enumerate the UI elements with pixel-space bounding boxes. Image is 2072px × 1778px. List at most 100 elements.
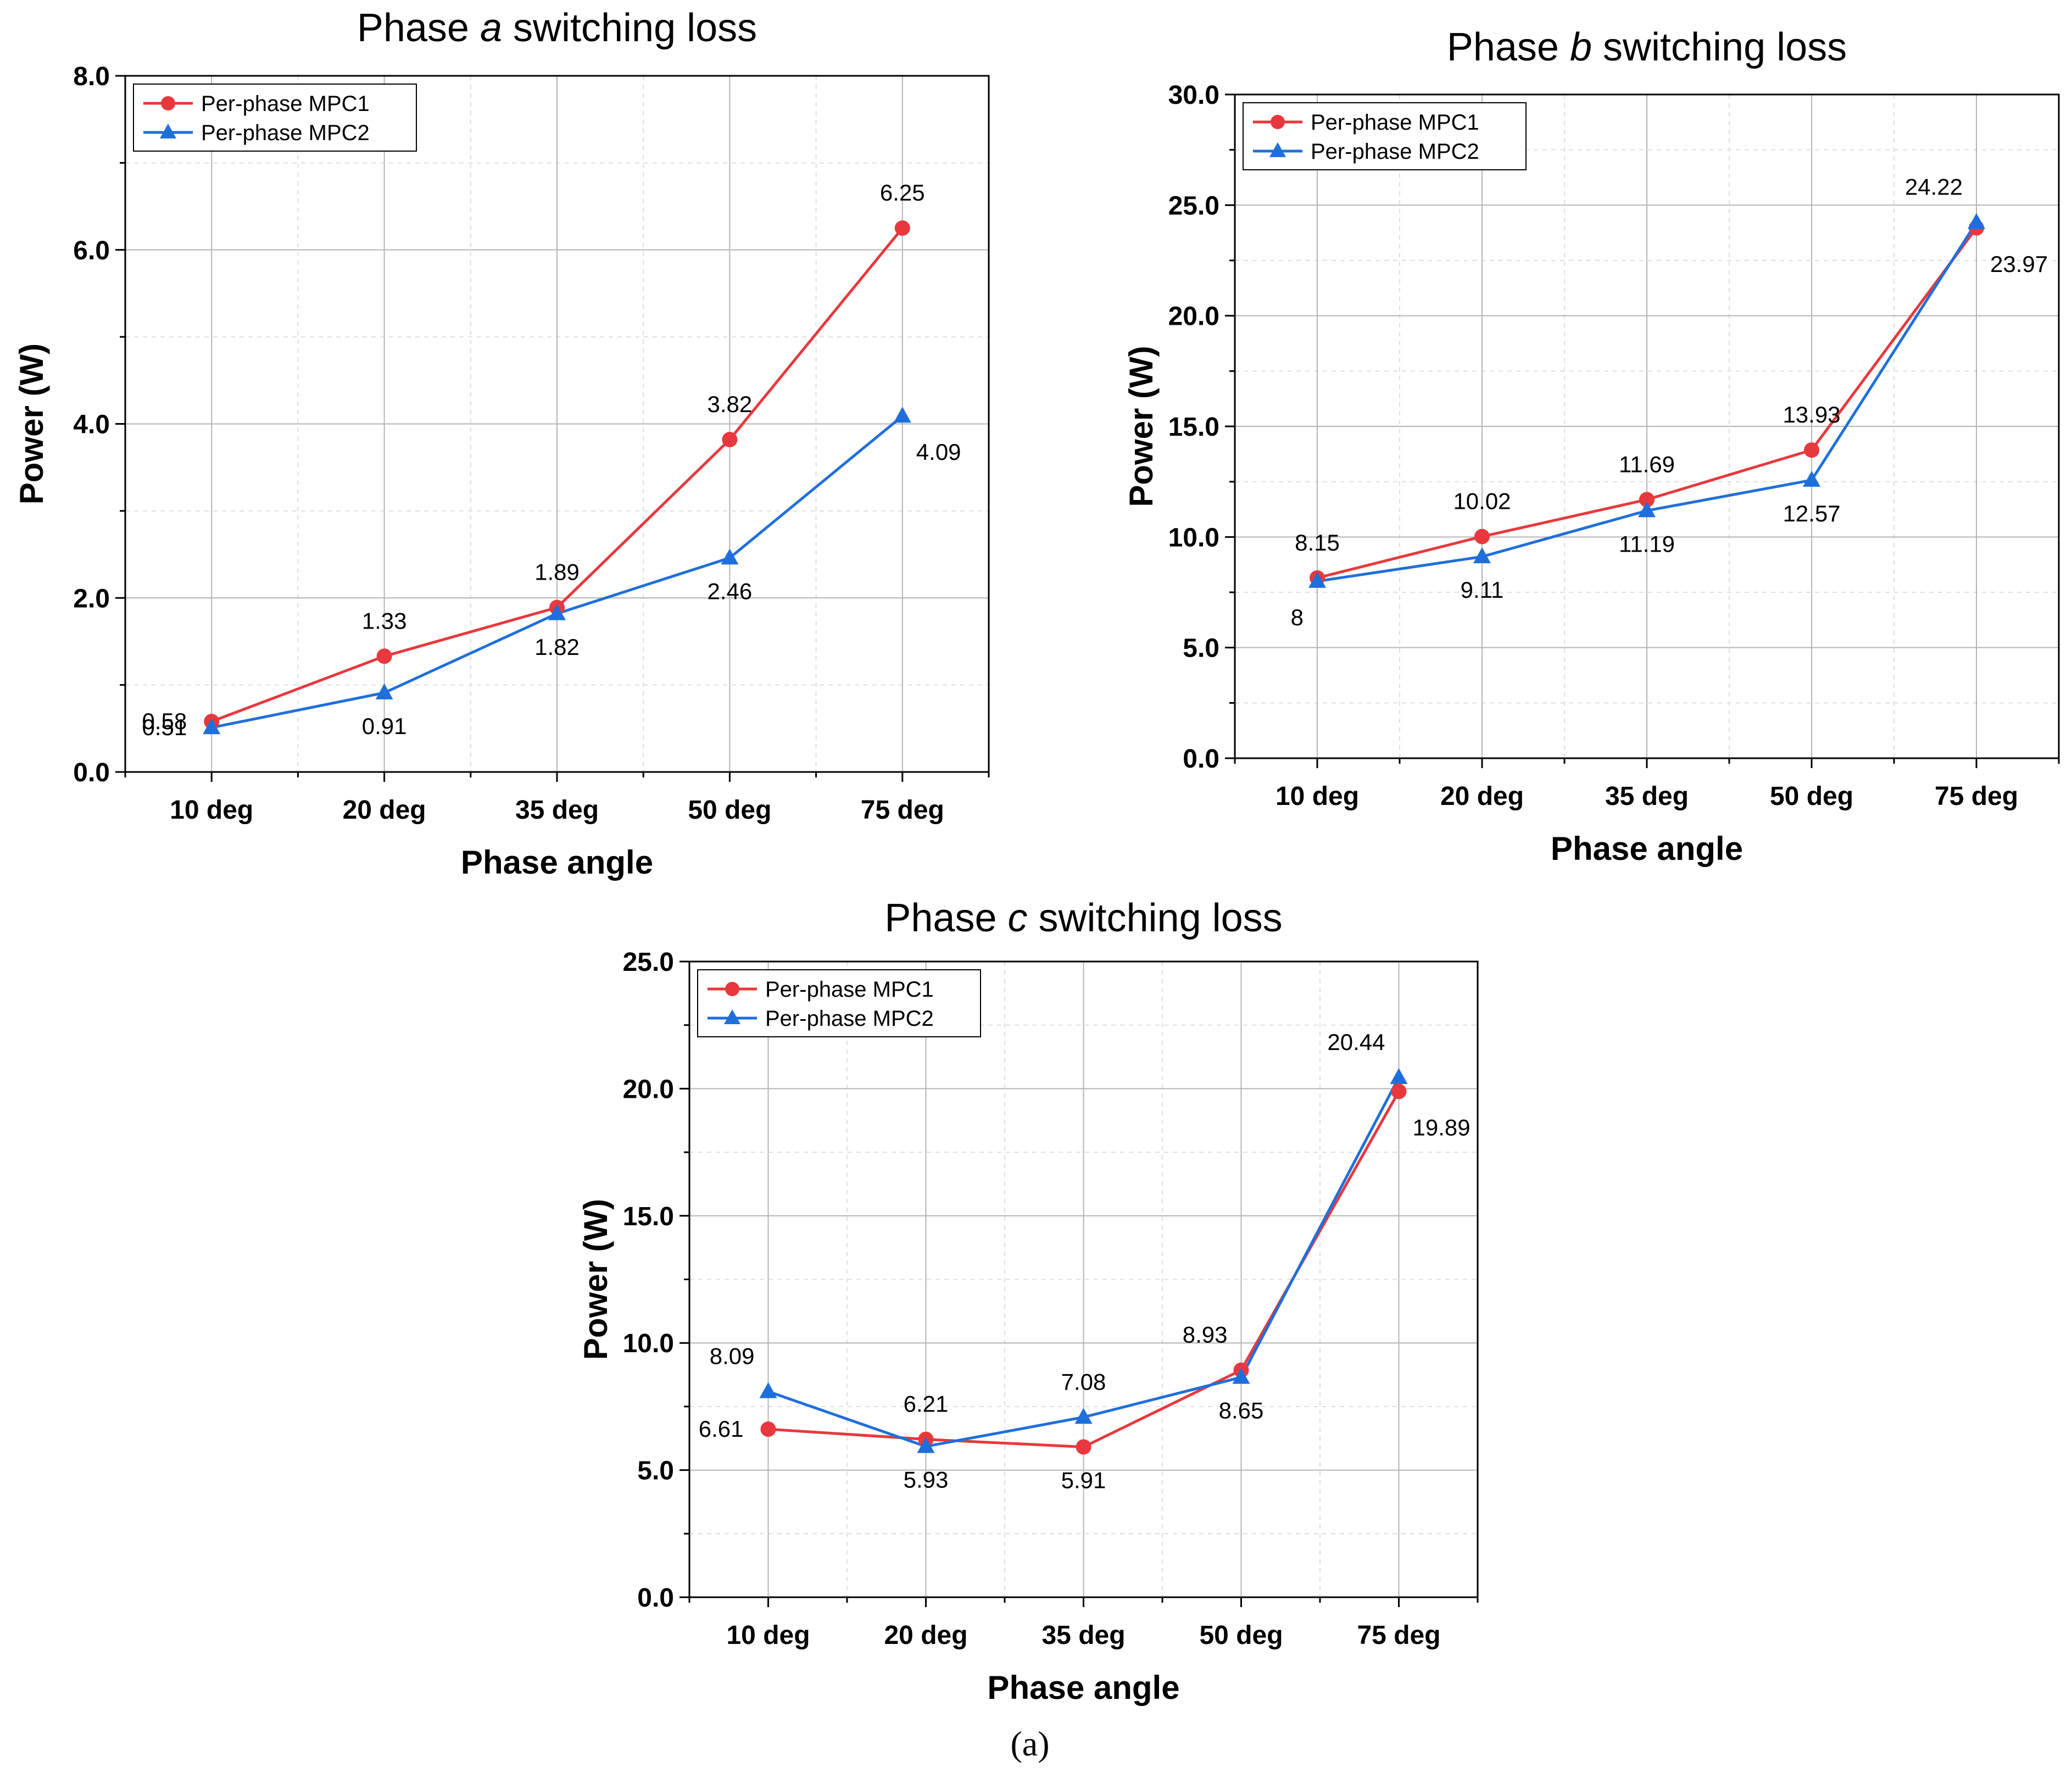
data-point-mpc2	[893, 407, 911, 423]
y-tick-label: 4.0	[73, 410, 110, 440]
data-point-mpc2	[203, 718, 221, 735]
legend-triangle-icon	[1269, 142, 1286, 157]
data-label: 24.22	[1905, 174, 1963, 200]
data-label: 0.91	[362, 713, 407, 739]
y-axis-label: Power (W)	[577, 1199, 614, 1360]
data-label: 1.33	[362, 608, 407, 634]
data-label: 13.93	[1783, 402, 1840, 427]
y-tick-label: 5.0	[637, 1457, 674, 1486]
data-label: 12.57	[1783, 501, 1840, 526]
legend-label-mpc1: Per-phase MPC1	[1311, 110, 1479, 135]
y-tick-label: 6.0	[73, 236, 110, 265]
data-label: 11.69	[1619, 451, 1675, 477]
data-point-mpc2	[759, 1382, 777, 1398]
data-label: 8	[1291, 604, 1304, 630]
y-tick-label: 15.0	[623, 1202, 674, 1231]
data-point-mpc1	[894, 220, 910, 236]
chart-phase-c: 0.0 5.0 10.0 15.0 20.0 25.0 10 deg 20 deg 35 deg…	[577, 896, 1479, 1706]
title-variable: c	[1007, 896, 1027, 940]
y-axis-label: Power (W)	[13, 343, 50, 504]
legend-label-mpc2: Per-phase MPC2	[765, 1007, 934, 1031]
data-point-mpc2	[1390, 1068, 1408, 1085]
x-tick-label: 50 deg	[1770, 782, 1853, 811]
x-tick-label: 50 deg	[1199, 1621, 1283, 1650]
data-point-mpc2	[1232, 1368, 1250, 1384]
x-tick-label: 35 deg	[515, 796, 599, 825]
legend-label-mpc2: Per-phase MPC2	[1311, 140, 1479, 164]
y-tick-label: 2.0	[73, 584, 110, 613]
x-tick-label: 10 deg	[1275, 782, 1359, 811]
legend-circle-icon	[725, 982, 739, 996]
data-point-mpc2	[1308, 571, 1326, 588]
title-prefix: Phase	[884, 896, 1007, 940]
y-tick-label: 10.0	[1168, 523, 1219, 552]
legend: Per-phase MPC1 Per-phase MPC2	[697, 969, 981, 1037]
data-label: 1.82	[534, 634, 580, 660]
data-point-mpc1	[1076, 1439, 1091, 1455]
legend-label-mpc1: Per-phase MPC1	[201, 92, 370, 116]
x-tick-label: 75 deg	[1357, 1621, 1440, 1650]
y-tick-label: 0.0	[1183, 744, 1219, 774]
data-label: 6.21	[904, 1391, 949, 1417]
data-label: 19.89	[1413, 1114, 1471, 1140]
y-tick-label: 25.0	[1168, 191, 1219, 220]
y-tick-label: 5.0	[1183, 634, 1219, 663]
data-point-mpc1	[1804, 442, 1819, 458]
y-tick-label: 8.0	[73, 62, 110, 91]
title-variable: b	[1570, 25, 1592, 69]
x-tick-label: 10 deg	[726, 1621, 810, 1650]
data-label: 6.61	[699, 1416, 744, 1442]
legend-box	[697, 969, 981, 1037]
data-label: 8.09	[710, 1343, 755, 1369]
data-point-mpc1	[722, 432, 738, 448]
y-tick-label: 15.0	[1168, 413, 1219, 442]
data-label: 4.09	[916, 439, 961, 465]
y-tick-label: 25.0	[623, 948, 674, 977]
data-label: 8.15	[1295, 530, 1340, 555]
chart-title: Phase a switching loss	[357, 6, 757, 50]
legend-circle-icon	[161, 96, 175, 110]
x-tick-label: 20 deg	[1440, 782, 1524, 811]
data-point-mpc2	[548, 604, 566, 620]
y-axis-label: Power (W)	[1123, 346, 1160, 507]
x-tick-label: 35 deg	[1605, 782, 1689, 811]
y-tick-label: 0.0	[637, 1583, 674, 1613]
data-label: 3.82	[708, 391, 753, 417]
data-label: 8.65	[1219, 1398, 1264, 1424]
y-tick-label: 30.0	[1168, 81, 1219, 110]
x-tick-label: 20 deg	[884, 1621, 967, 1650]
data-label: 8.93	[1183, 1322, 1228, 1348]
title-prefix: Phase	[1447, 25, 1570, 69]
data-label: 10.02	[1453, 488, 1511, 514]
data-label: 7.08	[1061, 1369, 1106, 1394]
x-tick-label: 20 deg	[343, 796, 426, 825]
legend-box	[133, 84, 417, 152]
data-label: 5.93	[904, 1467, 949, 1493]
title-suffix: switching loss	[502, 6, 757, 50]
x-axis-label: Phase angle	[461, 844, 653, 881]
legend-label-mpc1: Per-phase MPC1	[765, 977, 934, 1002]
title-suffix: switching loss	[1027, 896, 1282, 940]
data-point-mpc1	[1474, 529, 1490, 544]
figure-caption: (a)	[1010, 1724, 1049, 1763]
x-tick-label: 75 deg	[861, 796, 944, 825]
title-suffix: switching loss	[1592, 25, 1847, 69]
x-tick-label: 75 deg	[1935, 782, 2018, 811]
legend-label-mpc2: Per-phase MPC2	[201, 121, 370, 145]
data-point-mpc1	[1639, 492, 1655, 508]
x-tick-label: 10 deg	[170, 796, 253, 825]
x-axis-label: Phase angle	[987, 1669, 1179, 1706]
legend-triangle-icon	[160, 124, 176, 138]
data-label: 0.51	[142, 714, 187, 740]
data-label: 9.11	[1461, 577, 1504, 603]
data-point-mpc1	[1391, 1084, 1407, 1099]
y-tick-label: 20.0	[623, 1075, 674, 1104]
legend-circle-icon	[1271, 115, 1285, 129]
y-tick-label: 20.0	[1168, 302, 1219, 331]
x-tick-label: 50 deg	[688, 796, 771, 825]
y-tick-label: 0.0	[73, 758, 110, 787]
data-label: 6.25	[880, 180, 925, 205]
legend-triangle-icon	[724, 1009, 740, 1024]
chart-phase-a: 0.0 2.0 4.0 6.0 8.0 10 deg 20 deg 35 deg 50 deg 7…	[13, 6, 990, 881]
